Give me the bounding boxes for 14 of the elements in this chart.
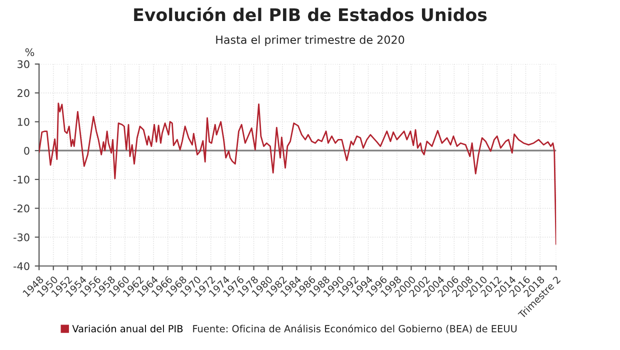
y-axis-title: % xyxy=(25,48,34,56)
chart-subtitle: Hasta el primer trimestre de 2020 xyxy=(216,35,404,46)
y-tick-label: -10 xyxy=(14,176,30,184)
y-tick-label: 0 xyxy=(24,146,30,155)
y-tick-label: 20 xyxy=(18,89,30,98)
legend-label: Variación anual del PIB xyxy=(72,324,183,332)
y-tick-label: -40 xyxy=(14,262,30,270)
y-tick-label: -30 xyxy=(14,233,30,242)
y-tick-label: 10 xyxy=(18,118,30,126)
line-series xyxy=(39,102,556,245)
y-tick-label: -20 xyxy=(14,204,30,212)
y-tick-label: 30 xyxy=(18,60,30,68)
chart-title: Evolución del PIB de Estados Unidos xyxy=(134,7,487,22)
source-note: Fuente: Oficina de Análisis Económico del Gobierno (BEA) de EEUU xyxy=(193,324,517,334)
